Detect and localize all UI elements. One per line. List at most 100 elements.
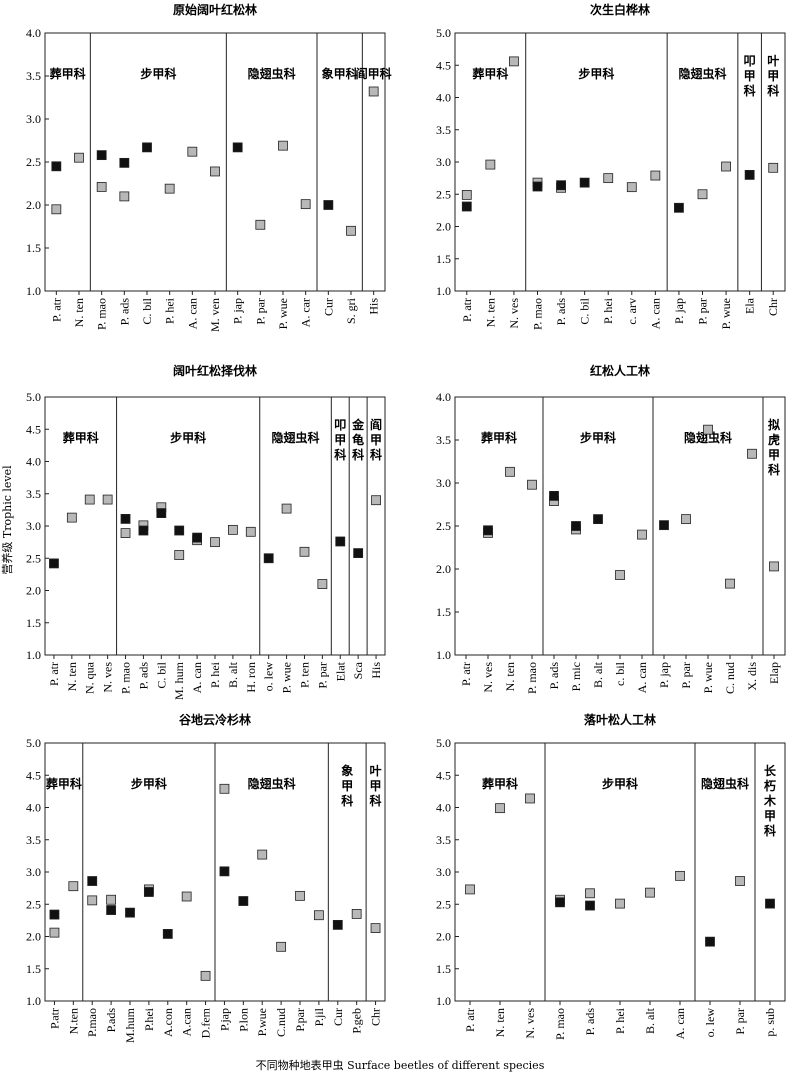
x-tick-label: o. lew	[703, 1008, 717, 1038]
x-tick-label: P. par	[733, 1008, 747, 1035]
data-point-black	[705, 936, 715, 947]
x-tick-label: P. ads	[583, 1008, 597, 1036]
data-point-gray	[187, 146, 198, 157]
x-tick-label: P.par	[293, 1008, 307, 1032]
data-point-gray	[615, 898, 625, 909]
data-point-gray	[87, 895, 98, 906]
x-tick-label: P. atr	[463, 1008, 477, 1032]
y-tick-label: 4.0	[436, 801, 451, 815]
x-tick-label: M. ven	[208, 298, 222, 332]
data-point-gray	[219, 783, 230, 794]
family-label: 隐翅虫科	[701, 776, 749, 791]
y-tick-label: 1.5	[436, 252, 451, 266]
x-tick-label: P.lon	[236, 1008, 250, 1032]
x-tick-label: A.can	[180, 1008, 194, 1036]
data-point-gray	[164, 183, 175, 194]
chart-title: 阔叶红松择伐林	[173, 363, 257, 378]
x-tick-label: P. ads	[136, 662, 150, 690]
data-point-gray	[278, 140, 288, 151]
x-tick-label: P. hei	[163, 297, 177, 324]
x-tick-label: M. hum	[172, 661, 186, 700]
data-point-black	[162, 929, 173, 939]
data-point-black	[549, 490, 559, 501]
data-point-gray	[119, 191, 130, 202]
family-label: 长朽木甲科	[763, 763, 777, 838]
data-point-gray	[245, 526, 256, 537]
data-point-black	[332, 919, 343, 930]
data-point-gray	[227, 524, 238, 535]
data-point-gray	[527, 479, 537, 490]
x-tick-label: B. alt	[643, 1007, 657, 1034]
data-point-black	[138, 525, 149, 536]
y-tick-label: 3.0	[26, 865, 41, 879]
chart-panel-4: 红松人工林 1.0 1.5 2.0 2.5 3.0 3.5 4.0 P. atr N. ves N.…	[436, 363, 786, 694]
x-tick-label: P.jap	[217, 1008, 231, 1031]
y-tick-label: 2.5	[26, 551, 41, 565]
data-point-black	[232, 142, 243, 153]
data-point-black	[156, 508, 167, 519]
data-point-black	[219, 866, 230, 877]
data-point-black	[174, 525, 185, 536]
y-tick-label: 5.0	[436, 26, 451, 40]
data-point-gray	[66, 512, 77, 523]
family-label: 步甲科	[170, 430, 206, 445]
x-tick-label: c. bil	[613, 661, 627, 686]
x-tick-label: P. wue	[719, 298, 733, 329]
data-point-black	[49, 909, 60, 920]
family-label: 葬甲科	[50, 66, 86, 81]
chart-panel-2: 次生白桦林 1.0 1.5 2.0 2.5 3.0 3.5 4.0 4.5 5.0 P. atr N.…	[436, 2, 786, 330]
data-point-gray	[368, 86, 379, 97]
x-tick-label: X. dis	[745, 662, 759, 691]
data-point-black	[532, 181, 543, 192]
family-label: 金龟科	[351, 417, 365, 462]
x-tick-label: P. par	[315, 662, 329, 689]
y-tick-label: 3.5	[26, 69, 41, 83]
y-tick-label: 2.5	[436, 897, 451, 911]
data-point-black	[125, 907, 135, 918]
data-point-black	[765, 898, 775, 909]
data-point-gray	[769, 561, 779, 572]
data-point-gray	[675, 870, 685, 881]
x-tick-label: N. ves	[507, 298, 521, 329]
x-tick-label: A. can	[648, 298, 662, 329]
y-tick-label: 1.5	[26, 616, 41, 630]
x-tick-label: N. ves	[101, 662, 115, 693]
figure-ylabel: 营养级 Trophic level	[0, 465, 14, 575]
x-tick-label: P. par	[253, 298, 267, 325]
data-point-gray	[281, 503, 292, 514]
data-point-black	[238, 896, 249, 906]
x-tick-label: N. ten	[65, 662, 79, 691]
data-point-gray	[525, 793, 535, 804]
x-tick-label: P. par	[696, 298, 710, 325]
x-tick-label: Elat	[333, 661, 347, 681]
y-tick-label: 3.0	[436, 155, 451, 169]
data-point-gray	[174, 550, 185, 560]
family-label: 葬甲科	[63, 430, 99, 445]
x-tick-label: Cur	[321, 298, 335, 316]
x-tick-label: P. atr	[459, 662, 473, 686]
data-point-gray	[768, 162, 779, 173]
data-point-gray	[300, 199, 311, 210]
data-point-gray	[257, 849, 268, 860]
data-point-gray	[200, 970, 211, 981]
y-tick-label: 1.5	[26, 241, 41, 255]
data-point-gray	[650, 170, 661, 181]
chart-panel-5: 谷地云冷杉林 1.0 1.5 2.0 2.5 3.0 3.5 4.0 4.5 5.0 P.atr N.…	[26, 712, 386, 1043]
data-point-gray	[210, 166, 220, 177]
x-tick-label: A. can	[635, 662, 649, 693]
data-point-black	[323, 200, 334, 210]
data-point-gray	[102, 494, 113, 505]
chart-panel-3: 阔叶红松择伐林 1.0 1.5 2.0 2.5 3.0 3.5 4.0 4.5 5.0 P. atr…	[26, 363, 386, 700]
x-tick-label: P.ads	[104, 1008, 118, 1033]
data-point-gray	[68, 881, 79, 892]
x-tick-label: P. mao	[531, 298, 545, 330]
x-tick-label: Sca	[351, 661, 365, 679]
y-tick-label: 3.0	[26, 112, 41, 126]
x-tick-label: P. atr	[460, 298, 474, 322]
x-tick-label: P.wue	[255, 1008, 269, 1036]
x-tick-label: p. sub	[763, 1008, 777, 1037]
chart-title: 原始阔叶红松林	[173, 2, 257, 17]
chart-title: 落叶松人工林	[584, 712, 656, 727]
x-tick-label: P.mao	[85, 1008, 99, 1037]
family-label: 隐翅虫科	[678, 66, 726, 81]
